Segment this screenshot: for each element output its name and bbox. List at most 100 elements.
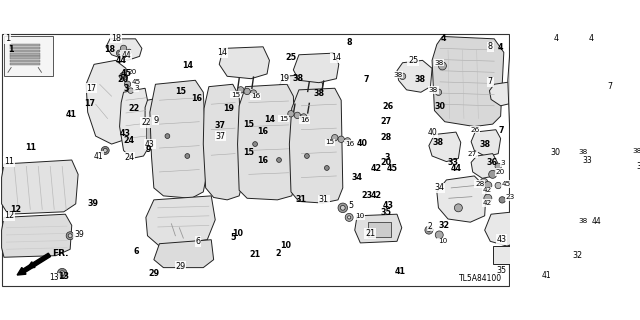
Text: 16: 16 [257,156,268,164]
Polygon shape [277,74,323,106]
Polygon shape [437,176,486,222]
Text: 45: 45 [121,69,132,78]
Text: 30: 30 [435,102,445,111]
Text: 24: 24 [124,153,134,162]
Text: 1: 1 [8,44,14,53]
Text: 10: 10 [355,213,364,219]
Text: 44: 44 [451,164,462,173]
Circle shape [340,205,345,210]
Polygon shape [145,98,166,125]
Text: 43: 43 [120,129,131,138]
Polygon shape [1,160,78,214]
Polygon shape [583,84,611,109]
Circle shape [499,197,506,203]
Text: 45: 45 [501,181,511,187]
Text: 6: 6 [134,247,139,256]
Circle shape [399,73,406,79]
Text: 9: 9 [145,145,150,154]
Text: 16: 16 [300,117,309,123]
Text: 5: 5 [230,233,236,242]
Polygon shape [120,88,150,158]
Circle shape [484,181,492,189]
Circle shape [332,134,338,141]
Text: 38: 38 [479,140,490,149]
Text: 40: 40 [428,128,437,137]
Circle shape [438,62,447,70]
Polygon shape [546,168,584,264]
Polygon shape [432,36,504,126]
Text: 3: 3 [124,84,129,93]
Text: 36: 36 [487,158,498,167]
Text: 45: 45 [132,79,141,85]
Circle shape [294,112,301,118]
Text: 22: 22 [141,118,150,127]
Text: 16: 16 [257,127,268,136]
Text: 25: 25 [408,56,419,65]
Circle shape [551,268,559,276]
Text: 10: 10 [280,241,291,250]
Polygon shape [508,44,586,157]
Circle shape [68,234,72,238]
Circle shape [103,148,108,152]
Text: 17: 17 [84,100,95,108]
Polygon shape [146,196,215,246]
Text: 7: 7 [364,75,369,84]
Circle shape [118,52,121,55]
Circle shape [338,203,348,212]
Polygon shape [10,47,40,49]
Text: 7: 7 [488,77,493,86]
Text: 43: 43 [145,140,155,148]
Polygon shape [237,84,296,200]
Polygon shape [1,214,72,257]
Circle shape [435,89,442,95]
Text: 11: 11 [25,143,36,152]
Text: 28: 28 [381,132,392,141]
Circle shape [122,74,125,78]
Circle shape [58,268,67,278]
Text: 20: 20 [496,169,505,175]
Circle shape [338,136,344,142]
Polygon shape [154,240,214,268]
Text: 8: 8 [347,38,352,47]
Circle shape [425,226,433,234]
Polygon shape [429,132,461,162]
Text: 42: 42 [483,187,492,193]
Text: 9: 9 [153,116,158,125]
Polygon shape [584,158,619,189]
Circle shape [480,178,488,186]
Text: 4: 4 [588,34,593,43]
Text: 4: 4 [554,34,559,43]
Text: 40: 40 [356,139,368,148]
Text: 38: 38 [429,87,438,93]
Text: 35: 35 [381,208,392,217]
Text: 11: 11 [4,157,14,166]
Text: 29: 29 [175,261,186,270]
Polygon shape [293,53,339,83]
Circle shape [524,98,529,103]
Polygon shape [355,214,402,243]
Circle shape [428,228,431,232]
Text: 39: 39 [88,199,99,208]
Text: 35: 35 [497,266,507,275]
Circle shape [524,118,529,123]
Polygon shape [10,50,40,52]
Text: 43: 43 [382,201,393,211]
Text: 2: 2 [428,222,432,231]
Polygon shape [220,47,269,79]
Text: 16: 16 [251,93,260,99]
Polygon shape [471,154,497,178]
Polygon shape [616,164,640,194]
Text: 44: 44 [115,56,127,65]
Text: 4: 4 [441,34,447,43]
Circle shape [120,72,127,80]
Text: 20: 20 [117,75,128,84]
Circle shape [165,134,170,139]
Circle shape [60,271,65,276]
Circle shape [344,138,351,144]
Circle shape [578,35,586,43]
Polygon shape [585,188,622,217]
Text: 4: 4 [497,43,503,52]
Text: 19: 19 [279,74,289,83]
Text: 38: 38 [414,75,426,84]
Circle shape [435,231,444,239]
